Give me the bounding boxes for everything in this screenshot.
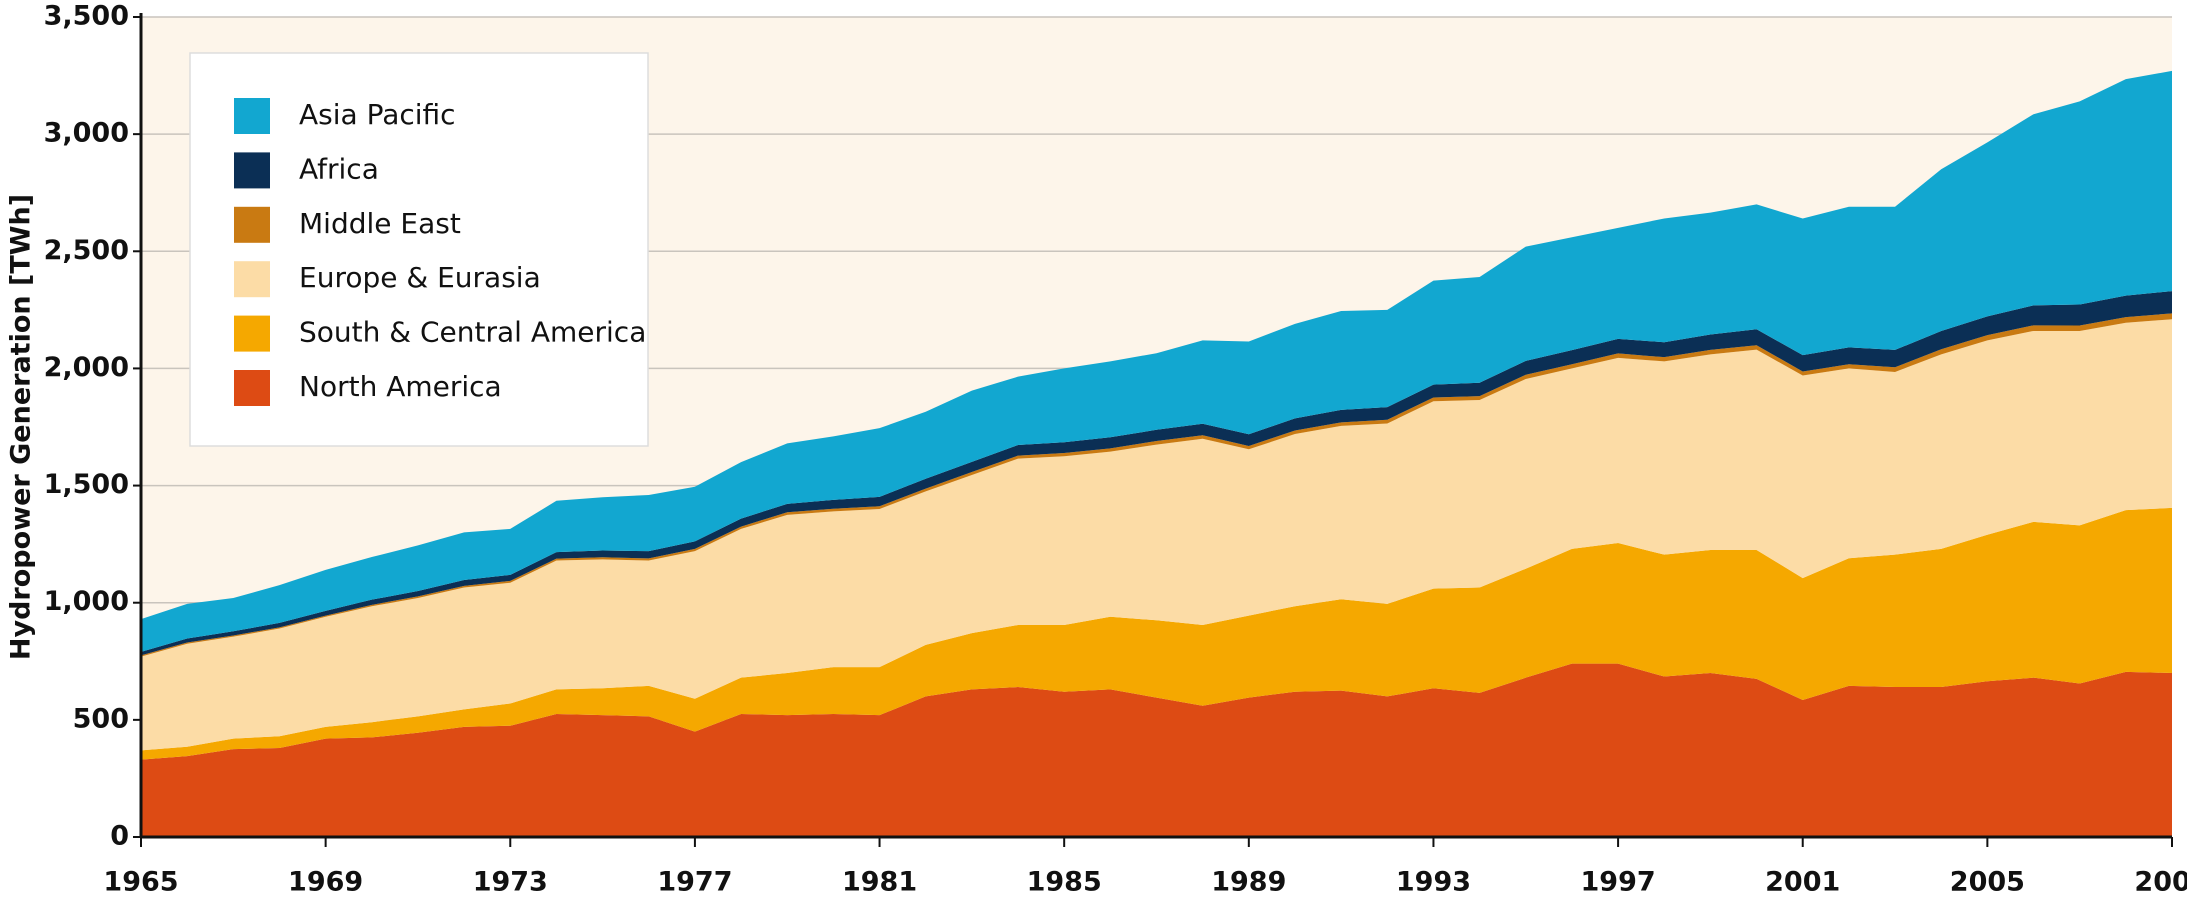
legend-swatch [234, 152, 270, 189]
x-tick-label: 1977 [657, 867, 732, 898]
legend-label: South & Central America [299, 316, 646, 349]
area [141, 291, 2172, 656]
x-tick-label: 1985 [1027, 867, 1102, 898]
x-tick-label: 1993 [1396, 867, 1471, 898]
x-tick-label: 2009 [2134, 867, 2187, 898]
y-tick-label: 0 [110, 821, 129, 852]
x-tick-label: 1965 [103, 867, 178, 898]
y-axis-label: Hydropower Generation [TWh] [6, 194, 37, 660]
x-tick-label: 1981 [842, 867, 917, 898]
legend-label: Africa [299, 152, 379, 185]
legend-label: Middle East [299, 207, 461, 240]
x-tick-label: 2001 [1765, 867, 1840, 898]
x-tick-label: 2005 [1950, 867, 2025, 898]
y-tick-label: 2,000 [44, 352, 129, 383]
legend-label: Asia Pacific [299, 98, 456, 131]
y-tick-label: 500 [73, 703, 129, 734]
y-tick-label: 1,000 [44, 586, 129, 617]
x-tick-label: 1989 [1211, 867, 1286, 898]
y-tick-label: 2,500 [44, 235, 129, 266]
legend-swatch [234, 98, 270, 134]
x-tick-label: 1997 [1581, 867, 1656, 898]
y-tick-label: 3,000 [44, 118, 129, 149]
y-tick-label: 3,500 [44, 1, 129, 32]
x-tick-label: 1969 [288, 867, 363, 898]
legend-swatch [234, 261, 270, 298]
x-tick-label: 1973 [473, 867, 548, 898]
legend-swatch [234, 370, 270, 406]
area [141, 663, 2172, 837]
legend-swatch [234, 315, 270, 352]
legend-swatch [234, 206, 270, 243]
area [141, 70, 2172, 652]
legend-label: North America [299, 370, 502, 403]
area [141, 319, 2172, 751]
legend-label: Europe & Eurasia [299, 261, 541, 294]
y-tick-label: 1,500 [44, 469, 129, 500]
area [141, 507, 2172, 760]
